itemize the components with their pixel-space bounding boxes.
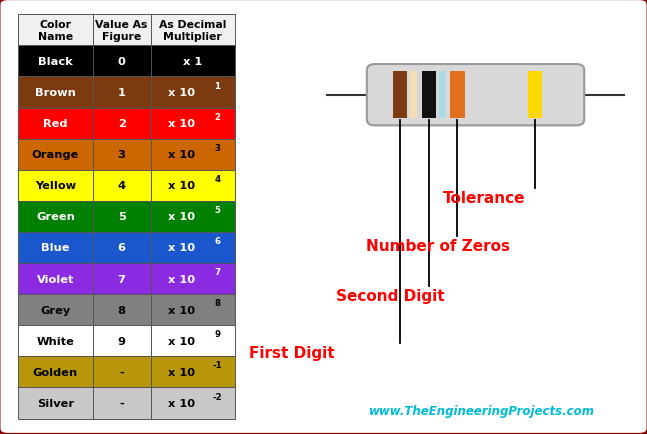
Text: 9: 9 xyxy=(214,329,221,339)
Text: x 10: x 10 xyxy=(168,243,195,253)
Text: 4: 4 xyxy=(118,181,126,191)
Bar xyxy=(18,201,93,233)
Bar xyxy=(93,77,151,108)
Bar xyxy=(151,15,235,46)
Bar xyxy=(18,233,93,263)
Text: 3: 3 xyxy=(214,143,221,152)
Text: As Decimal
Multiplier: As Decimal Multiplier xyxy=(159,20,226,42)
Text: Golden: Golden xyxy=(33,367,78,377)
Bar xyxy=(93,233,151,263)
Bar xyxy=(93,108,151,139)
Text: Orange: Orange xyxy=(32,150,79,160)
Text: 6: 6 xyxy=(214,237,221,246)
Text: x 10: x 10 xyxy=(168,181,195,191)
Text: x 10: x 10 xyxy=(168,336,195,346)
Text: x 10: x 10 xyxy=(168,150,195,160)
Text: -: - xyxy=(119,398,124,408)
Bar xyxy=(528,72,542,119)
Bar xyxy=(93,356,151,388)
Bar xyxy=(93,139,151,171)
Text: -2: -2 xyxy=(213,391,222,401)
Bar xyxy=(93,46,151,77)
Bar xyxy=(410,72,417,119)
Text: Brown: Brown xyxy=(35,88,76,98)
Bar xyxy=(393,72,408,119)
Text: x 10: x 10 xyxy=(168,367,195,377)
Bar xyxy=(18,139,93,171)
Text: www.TheEngineeringProjects.com: www.TheEngineeringProjects.com xyxy=(369,404,595,418)
Text: x 1: x 1 xyxy=(183,57,203,67)
Text: 2: 2 xyxy=(214,112,221,122)
Text: 6: 6 xyxy=(118,243,126,253)
Text: 3: 3 xyxy=(118,150,126,160)
Bar xyxy=(93,326,151,357)
Bar xyxy=(93,15,151,46)
Text: 1: 1 xyxy=(214,81,221,90)
Text: 9: 9 xyxy=(118,336,126,346)
Bar xyxy=(439,72,446,119)
Text: x 10: x 10 xyxy=(168,88,195,98)
Bar xyxy=(18,108,93,139)
Text: Number of Zeros: Number of Zeros xyxy=(366,239,510,253)
Text: Red: Red xyxy=(43,119,67,129)
Bar xyxy=(93,388,151,418)
Bar xyxy=(151,46,235,77)
Bar xyxy=(18,356,93,388)
Text: -1: -1 xyxy=(213,361,222,370)
Text: 1: 1 xyxy=(118,88,126,98)
Bar xyxy=(151,263,235,294)
Bar xyxy=(18,294,93,326)
Text: Blue: Blue xyxy=(41,243,70,253)
Bar xyxy=(18,326,93,357)
Bar xyxy=(450,72,465,119)
Text: Color
Name: Color Name xyxy=(38,20,73,42)
Text: Violet: Violet xyxy=(37,274,74,284)
Bar xyxy=(18,15,93,46)
Text: 5: 5 xyxy=(118,212,126,222)
Bar xyxy=(151,294,235,326)
Bar xyxy=(151,170,235,201)
Text: First Digit: First Digit xyxy=(249,345,334,360)
Text: 7: 7 xyxy=(214,267,221,276)
Bar xyxy=(93,263,151,294)
Bar xyxy=(151,139,235,171)
Bar xyxy=(18,388,93,418)
Bar xyxy=(18,263,93,294)
Bar xyxy=(18,46,93,77)
Text: 7: 7 xyxy=(118,274,126,284)
Text: x 10: x 10 xyxy=(168,212,195,222)
Bar xyxy=(93,294,151,326)
Bar xyxy=(151,201,235,233)
Text: Tolerance: Tolerance xyxy=(443,191,526,206)
Text: 5: 5 xyxy=(214,205,221,214)
Text: Value As
Figure: Value As Figure xyxy=(96,20,148,42)
Bar xyxy=(93,201,151,233)
Bar xyxy=(151,233,235,263)
FancyBboxPatch shape xyxy=(367,65,584,126)
Bar xyxy=(151,108,235,139)
Text: 4: 4 xyxy=(214,174,221,184)
Text: 2: 2 xyxy=(118,119,126,129)
Text: Green: Green xyxy=(36,212,75,222)
Bar xyxy=(18,170,93,201)
Text: -: - xyxy=(119,367,124,377)
Bar xyxy=(422,72,437,119)
Text: x 10: x 10 xyxy=(168,305,195,315)
Text: White: White xyxy=(36,336,74,346)
Text: 8: 8 xyxy=(118,305,126,315)
Bar xyxy=(18,77,93,108)
Text: Yellow: Yellow xyxy=(35,181,76,191)
Bar xyxy=(151,388,235,418)
Bar xyxy=(151,326,235,357)
Bar xyxy=(151,77,235,108)
Bar xyxy=(93,170,151,201)
Text: Second Digit: Second Digit xyxy=(336,289,445,303)
Text: 0: 0 xyxy=(118,57,126,67)
Text: x 10: x 10 xyxy=(168,119,195,129)
Text: 8: 8 xyxy=(214,299,221,308)
Text: x 10: x 10 xyxy=(168,398,195,408)
Text: Black: Black xyxy=(38,57,72,67)
Text: Grey: Grey xyxy=(40,305,71,315)
Bar xyxy=(151,356,235,388)
